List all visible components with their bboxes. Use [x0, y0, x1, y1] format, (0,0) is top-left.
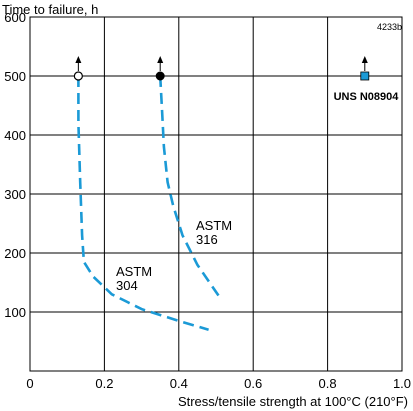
runout-arrow-head: [157, 56, 164, 63]
runout-arrow-head: [75, 56, 82, 63]
figure-code: 4233b: [377, 22, 402, 32]
data-point: [73, 71, 83, 81]
y-axis-label: Time to failure, h: [2, 2, 98, 17]
plot-frame: [29, 16, 403, 372]
data-point: [155, 71, 165, 81]
x-tick-label: 0.4: [170, 376, 188, 391]
tick-labels: 0 0.2 0.4 0.6 0.8 1.0 100 200 300 400 500 600: [4, 10, 411, 391]
series-label: UNS N08904: [334, 91, 400, 103]
x-tick-label: 0: [26, 376, 33, 391]
x-tick-label: 0.6: [244, 376, 262, 391]
series-label: ASTM: [116, 264, 152, 279]
x-axis-label: Stress/tensile strength at 100°C (210°F): [178, 394, 408, 409]
series-label: ASTM: [196, 218, 232, 233]
data-point: [360, 71, 370, 81]
x-tick-label: 0.2: [95, 376, 113, 391]
series-line: [77, 76, 209, 331]
runout-arrow-head: [361, 56, 368, 63]
y-tick-label: 100: [4, 305, 26, 320]
series-label: 316: [196, 232, 218, 247]
x-tick-label: 0.8: [319, 376, 337, 391]
y-tick-label: 600: [4, 10, 26, 25]
series-label: 304: [116, 278, 138, 293]
y-tick-label: 200: [4, 246, 26, 261]
x-tick-label: 1.0: [393, 376, 411, 391]
y-tick-label: 300: [4, 187, 26, 202]
y-tick-label: 500: [4, 69, 26, 84]
grid: [30, 17, 402, 371]
series-line: [158, 75, 221, 299]
series-uns-n08904: UNS N08904: [334, 56, 400, 103]
y-tick-label: 400: [4, 128, 26, 143]
